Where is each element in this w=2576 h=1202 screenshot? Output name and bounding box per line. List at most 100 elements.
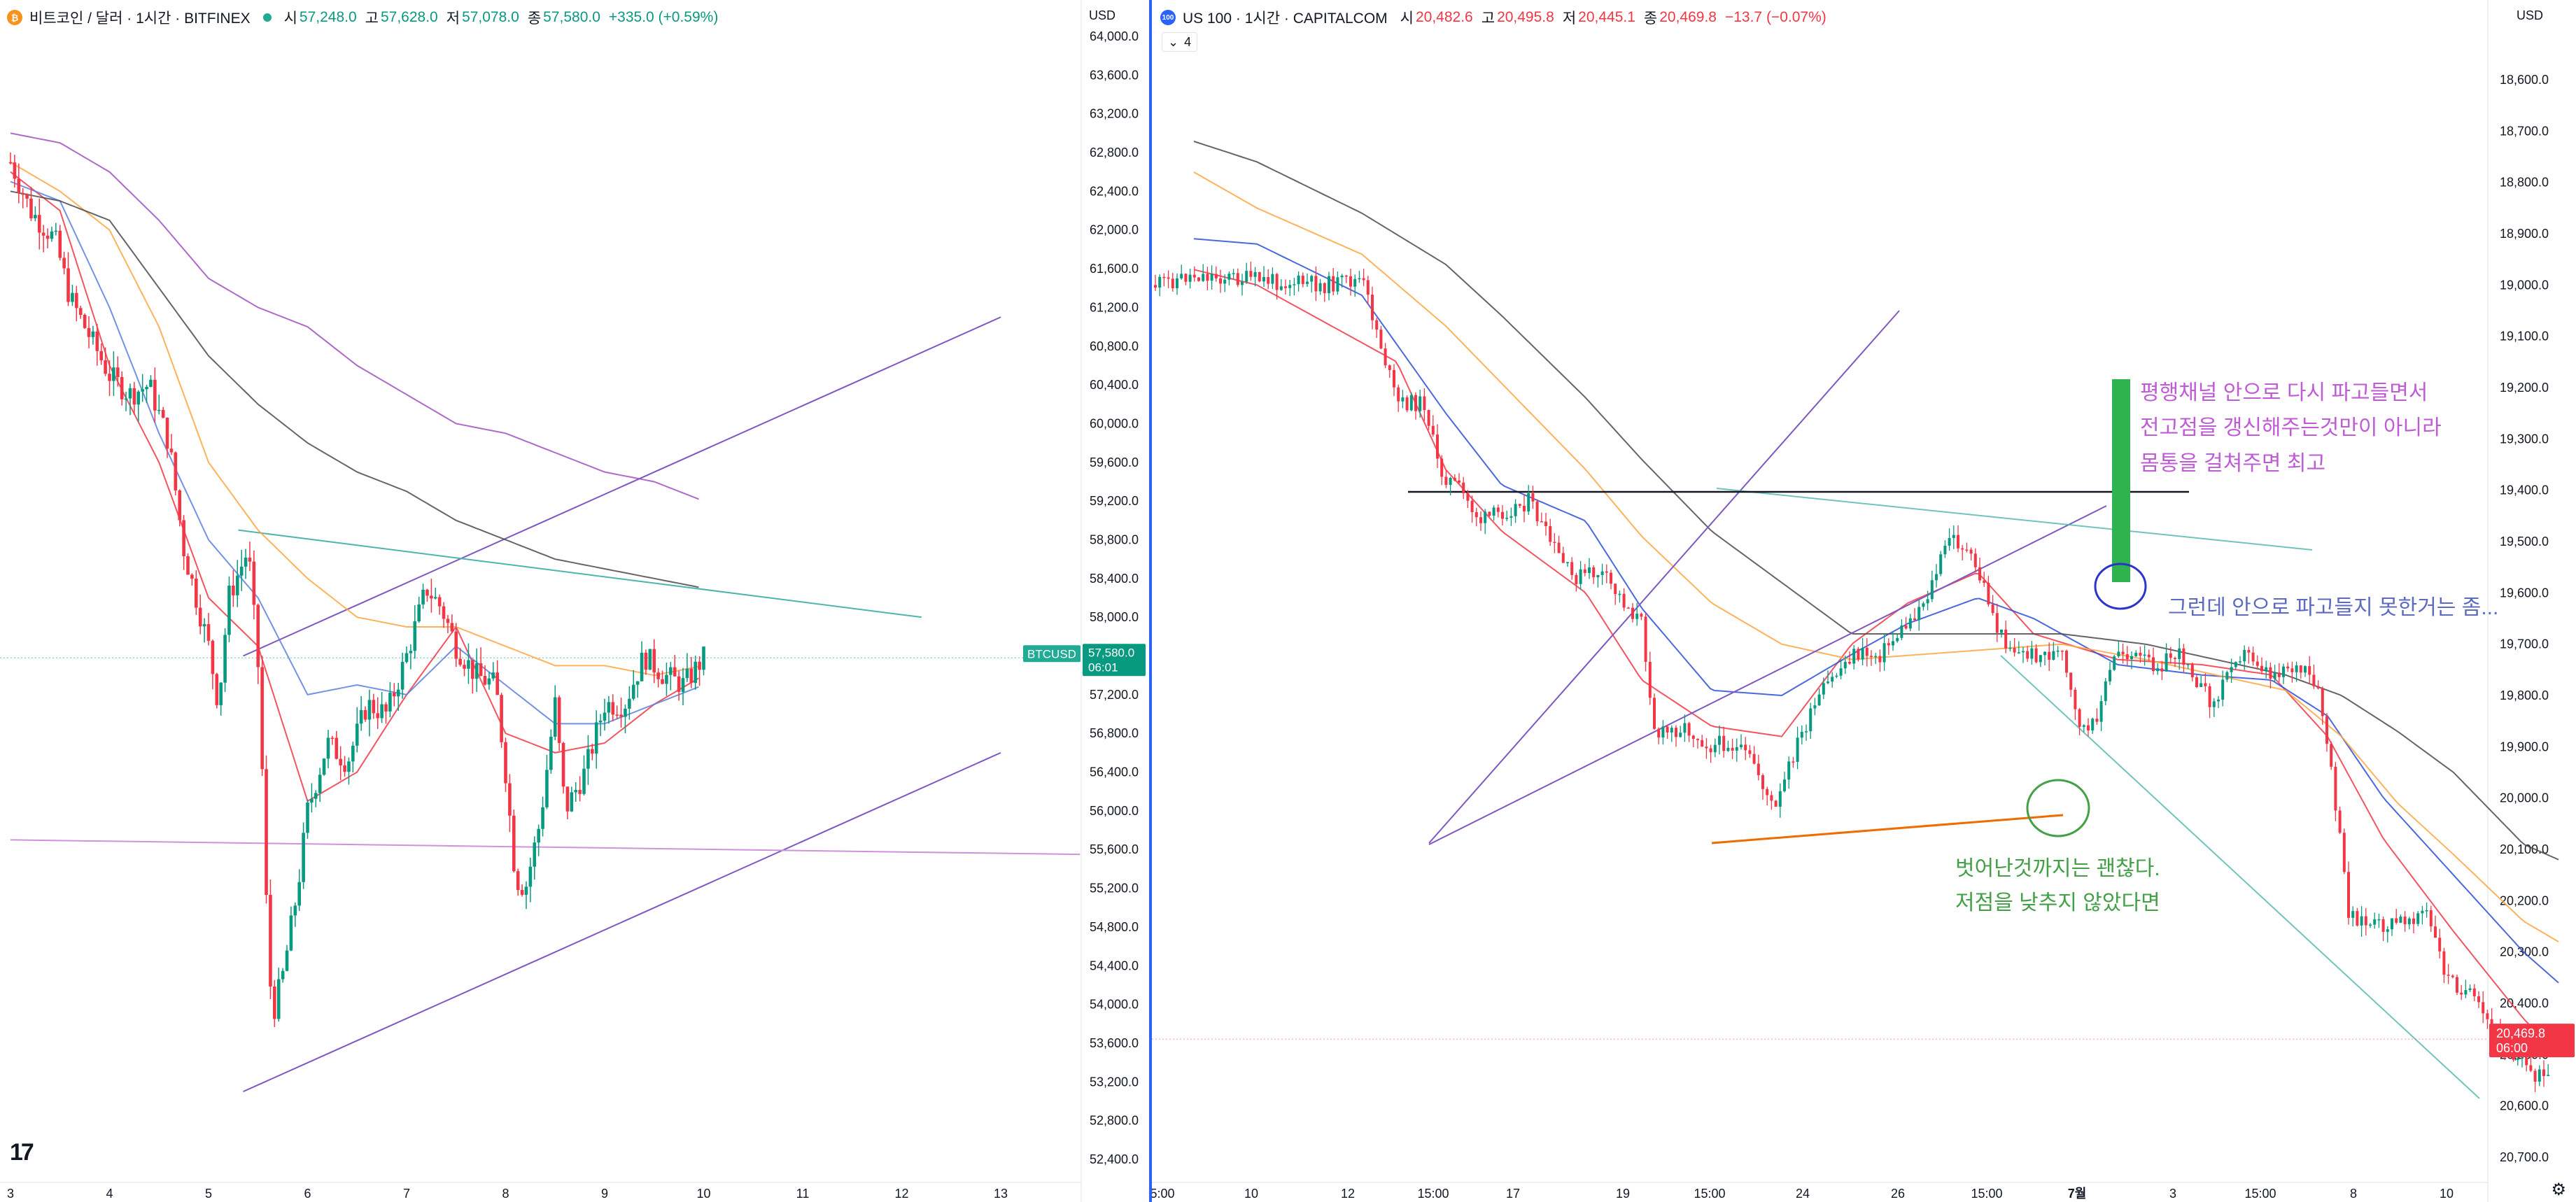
candle-body (1375, 320, 1379, 330)
candle-body (2373, 919, 2377, 925)
candle-body (1588, 567, 1591, 574)
btc-symbol-title[interactable]: 비트코인 / 달러 · 1시간 · BITFINEX (29, 10, 251, 27)
btc-chart-pane[interactable]: 52,400.0 52,800.0 53,200.0 53,600.0 54,000.0… (0, 0, 1149, 1202)
chart-annotation-text: 몸통을 걸쳐주면 최고 (2140, 452, 2325, 475)
candle-body (293, 905, 297, 916)
pane-divider[interactable] (1149, 0, 1152, 1202)
candle-body (2152, 657, 2155, 672)
candle-body (104, 360, 107, 374)
indicators-count: 4 (1184, 34, 1192, 49)
candle-body (1505, 518, 1509, 519)
candle-body (1687, 723, 1691, 736)
candle-body (1362, 278, 1365, 281)
candle-body (2490, 1019, 2493, 1027)
time-tick-label: 15:00 (1417, 1187, 1449, 1201)
candle-body (504, 742, 507, 784)
candle-body (330, 737, 335, 740)
candle-body (2477, 996, 2480, 1003)
candle-body (2529, 1065, 2533, 1071)
candle-body (198, 607, 202, 627)
candle-body (2286, 666, 2290, 669)
candle-body (1718, 735, 1721, 745)
candle-body (1241, 281, 1244, 285)
price-tick-label: 62,800.0 (1090, 146, 1139, 160)
price-badge-countdown: 06:00 (2496, 1041, 2528, 1055)
settings-gear-icon[interactable]: ⚙ (2551, 1180, 2566, 1199)
candle-body (25, 195, 29, 199)
candle-body (1462, 482, 1465, 493)
candle-body (182, 520, 185, 557)
candle-body (302, 833, 305, 882)
candle-body (1557, 542, 1561, 553)
btc-currency-button[interactable]: USD (1089, 8, 1116, 22)
candle-body (1171, 278, 1174, 289)
high-value: 20,495.8 (1497, 9, 1554, 25)
btc-chart[interactable]: 52,400.0 52,800.0 53,200.0 53,600.0 54,000.0… (0, 0, 1149, 1202)
candle-body (2182, 648, 2186, 665)
candle-body (640, 652, 644, 681)
candle-body (2542, 1069, 2545, 1077)
close-label: 종 (527, 10, 542, 27)
candle-body (1882, 643, 1886, 663)
time-tick-label: 7 (403, 1187, 410, 1201)
candle-body (2295, 665, 2298, 672)
candle-body (1839, 668, 1843, 676)
candle-body (2008, 647, 2012, 649)
price-tick-label: 54,800.0 (1090, 920, 1139, 934)
price-tick-label: 63,200.0 (1090, 107, 1139, 121)
nasdaq-chart-pane[interactable]: 18,600.0 18,700.0 18,800.0 18,900.0 19,000.0… (1152, 0, 2576, 1202)
candle-body (355, 723, 359, 746)
candle-body (1635, 614, 1639, 619)
candle-body (661, 679, 664, 684)
candle-body (2290, 668, 2294, 672)
candle-body (2521, 1057, 2524, 1059)
candle-body (2056, 650, 2060, 652)
nasdaq-chart[interactable]: 18,600.0 18,700.0 18,800.0 18,900.0 19,000.0… (1152, 0, 2576, 1202)
time-tick-label: 10 (1244, 1187, 1258, 1201)
candle-body (1874, 656, 1878, 658)
candle-body (2212, 701, 2216, 707)
price-tick-label: 56,800.0 (1090, 726, 1139, 740)
candle-body (1892, 641, 1894, 646)
candle-body (45, 235, 50, 239)
candle-body (524, 886, 528, 895)
nasdaq-currency-button[interactable]: USD (2517, 8, 2544, 22)
candle-body (1518, 504, 1521, 506)
candle-body (2200, 683, 2203, 688)
chart-annotation-text: 그런데 안으로 파고들지 못한거는 좀... (2168, 596, 2498, 619)
time-tick-label: 13 (994, 1187, 1008, 1201)
candle-body (520, 890, 524, 895)
candle-body (463, 665, 466, 669)
candle-body (442, 606, 446, 619)
time-tick-label: 12 (1341, 1187, 1355, 1201)
candle-body (1336, 277, 1339, 292)
price-badge (2489, 1024, 2575, 1058)
close-value: 20,469.8 (1659, 9, 1717, 25)
nasdaq-symbol-title[interactable]: US 100 · 1시간 · CAPITALCOM (1183, 10, 1388, 27)
moving-average-line (1193, 238, 2559, 984)
high-label: 고 (1481, 10, 1495, 27)
time-tick-label: 6 (304, 1187, 311, 1201)
candle-body (491, 672, 495, 679)
support-line (1711, 814, 2064, 844)
price-tick-label: 19,700.0 (2500, 637, 2549, 651)
indicators-toggle-button[interactable]: ⌄ 4 (1162, 32, 1198, 52)
candle-body (685, 668, 689, 679)
moving-average-line (10, 162, 699, 677)
candle-body (169, 448, 174, 453)
candle-body (29, 198, 33, 218)
candle-body (1761, 775, 1764, 789)
candle-body (1535, 501, 1539, 522)
candle-body (417, 604, 421, 622)
market-open-status-icon (262, 13, 272, 22)
candle-body (1297, 275, 1300, 285)
tradingview-logo[interactable]: 17 (10, 1139, 34, 1166)
candle-body (1813, 705, 1817, 709)
candle-body (1409, 395, 1413, 411)
candle-body (1648, 661, 1652, 698)
candle-body (202, 624, 206, 627)
low-value: 20,445.1 (1578, 9, 1635, 25)
moving-average-line (10, 190, 699, 588)
candle-body (396, 689, 400, 697)
candle-body (458, 658, 462, 665)
